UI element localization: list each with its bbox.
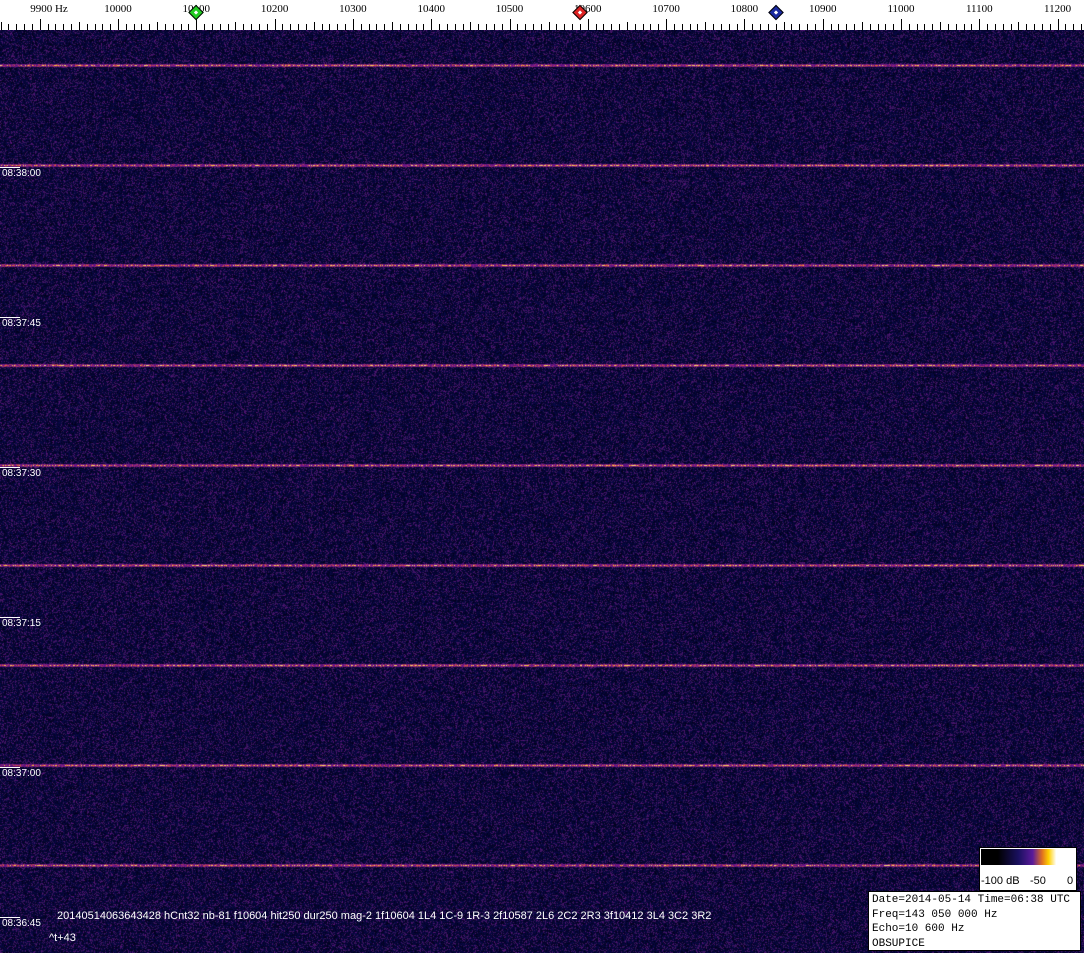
frequency-label: 11100	[966, 3, 993, 15]
time-label: 08:38:00	[2, 168, 41, 179]
color-scale: -100 dB -50 0	[979, 847, 1077, 891]
frequency-tick	[940, 22, 941, 30]
frequency-tick	[901, 19, 902, 30]
frequency-label: 10800	[731, 3, 759, 15]
frequency-tick	[353, 19, 354, 30]
blue-marker[interactable]	[768, 5, 784, 21]
detection-log-line: 20140514063643428 hCnt32 nb-81 f10604 hi…	[57, 910, 711, 922]
waterfall-display[interactable]	[0, 30, 1084, 953]
detection-log-offset: ^t+43	[49, 932, 76, 944]
frequency-unit-label: 9900 Hz	[30, 3, 68, 15]
info-echo: Echo=10 600 Hz	[872, 922, 1077, 937]
frequency-label: 10000	[104, 3, 132, 15]
frequency-tick	[79, 22, 80, 30]
frequency-tick	[235, 22, 236, 30]
frequency-tick	[1058, 19, 1059, 30]
info-box: Date=2014-05-14 Time=06:38 UTC Freq=143 …	[868, 891, 1081, 951]
frequency-label: 10700	[652, 3, 680, 15]
frequency-tick	[1018, 22, 1019, 30]
frequency-tick	[157, 22, 158, 30]
frequency-tick	[627, 22, 628, 30]
time-label: 08:36:45	[2, 918, 41, 929]
color-scale-label: -50	[1030, 875, 1046, 887]
frequency-label: 10900	[809, 3, 837, 15]
frequency-label: 11000	[887, 3, 914, 15]
frequency-tick	[549, 22, 550, 30]
frequency-tick	[314, 22, 315, 30]
frequency-label: 11200	[1044, 3, 1071, 15]
frequency-tick	[392, 22, 393, 30]
frequency-tick	[862, 22, 863, 30]
info-date-time: Date=2014-05-14 Time=06:38 UTC	[872, 893, 1077, 908]
frequency-tick	[510, 19, 511, 30]
frequency-tick	[196, 19, 197, 30]
time-label: 08:37:45	[2, 318, 41, 329]
frequency-tick	[705, 22, 706, 30]
color-gradient	[981, 849, 1075, 865]
frequency-tick	[666, 19, 667, 30]
frequency-tick	[118, 19, 119, 30]
frequency-tick	[588, 19, 589, 30]
frequency-tick	[823, 19, 824, 30]
frequency-tick	[784, 22, 785, 30]
frequency-tick	[1, 22, 2, 30]
time-label: 08:37:00	[2, 768, 41, 779]
time-label: 08:37:30	[2, 468, 41, 479]
frequency-label: 10500	[496, 3, 524, 15]
frequency-tick	[470, 22, 471, 30]
frequency-label: 10200	[261, 3, 289, 15]
frequency-tick	[40, 19, 41, 30]
frequency-tick	[979, 19, 980, 30]
spectrogram-window: 9900 Hz 10000101001020010300104001050010…	[0, 0, 1084, 953]
info-frequency: Freq=143 050 000 Hz	[872, 908, 1077, 923]
time-label: 08:37:15	[2, 618, 41, 629]
frequency-tick	[744, 19, 745, 30]
frequency-tick	[275, 19, 276, 30]
info-station: OBSUPICE	[872, 937, 1077, 952]
color-scale-label: -100 dB	[981, 875, 1020, 887]
frequency-tick	[431, 19, 432, 30]
frequency-axis[interactable]: 9900 Hz 10000101001020010300104001050010…	[0, 0, 1084, 30]
frequency-label: 10300	[339, 3, 367, 15]
color-scale-label: 0	[1067, 875, 1073, 887]
frequency-label: 10400	[417, 3, 445, 15]
